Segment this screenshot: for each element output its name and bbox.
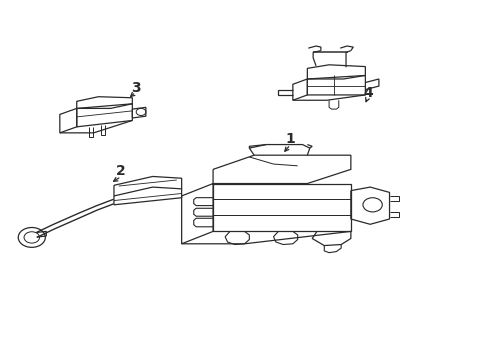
Text: 1: 1	[285, 132, 295, 146]
Text: 4: 4	[362, 86, 372, 100]
Text: 3: 3	[131, 81, 140, 95]
Text: 2: 2	[116, 164, 126, 178]
